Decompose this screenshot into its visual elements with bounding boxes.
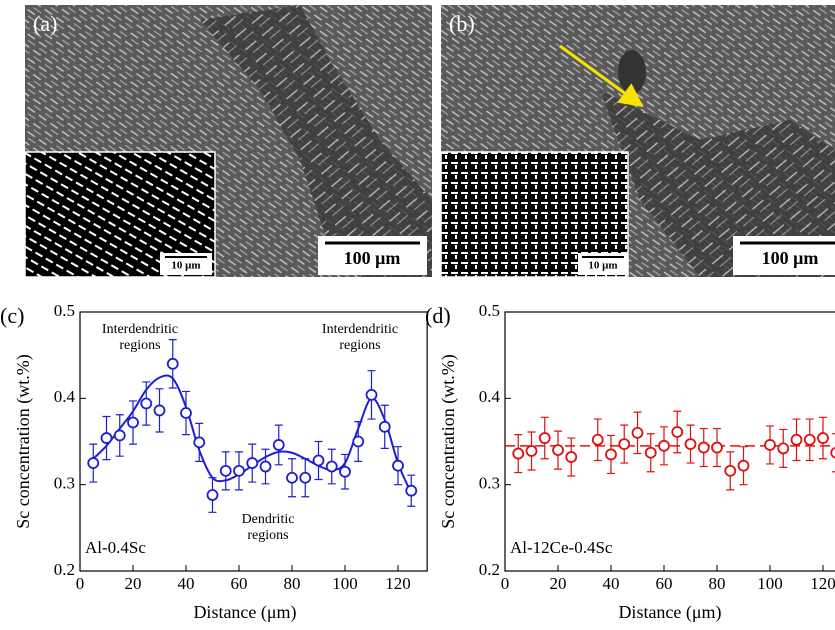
data-point (605, 448, 617, 461)
data-point (565, 451, 578, 463)
data-point (339, 465, 351, 478)
data-point (272, 439, 285, 451)
y-tick-label: 0.3 (479, 474, 500, 493)
data-point (591, 433, 604, 446)
scale-bar: 100 μm (762, 248, 819, 268)
data-point (658, 439, 670, 452)
x-tick-label: 40 (603, 574, 620, 593)
data-point (206, 489, 219, 501)
micrograph-b: 10 μm 100 μm (b) (440, 5, 835, 278)
x-tick-label: 120 (385, 574, 411, 593)
data-point (352, 435, 365, 448)
data-point (538, 432, 551, 444)
data-point (286, 471, 298, 484)
panel-label: (c) (0, 303, 24, 328)
annotation: Interdendritic (322, 322, 398, 337)
data-point (803, 433, 816, 446)
x-tick-label: 40 (178, 574, 195, 593)
data-point (512, 447, 525, 460)
data-point (764, 439, 776, 451)
panel-label: (a) (33, 11, 57, 36)
data-point (325, 460, 338, 473)
data-point (392, 459, 404, 472)
y-axis-label: Sc concentration (wt.%) (13, 354, 34, 528)
annotation: regions (339, 338, 380, 353)
x-tick-label: 80 (709, 574, 726, 593)
data-point (631, 426, 644, 439)
panel-label: (d) (425, 303, 451, 328)
data-point (671, 426, 684, 438)
y-tick-label: 0.2 (479, 560, 500, 579)
data-point (777, 442, 790, 455)
data-point (378, 420, 391, 433)
data-point (312, 454, 325, 467)
data-point (405, 484, 418, 497)
plot-frame (504, 311, 835, 572)
data-point (724, 464, 737, 477)
x-tick-label: 20 (550, 574, 567, 593)
annotation: regions (119, 338, 160, 353)
y-tick-label: 0.4 (479, 387, 501, 406)
y-tick-label: 0.2 (54, 560, 75, 579)
data-point (830, 446, 835, 459)
x-tick-label: 0 (501, 574, 510, 593)
y-tick-label: 0.5 (479, 301, 500, 320)
data-point (113, 429, 126, 442)
inset-scale-bar: 10 μm (588, 260, 617, 272)
plot-frame (79, 311, 428, 572)
data-point (817, 432, 829, 444)
data-point (233, 464, 245, 477)
sample-label: Al-0.4Sc (85, 538, 146, 557)
sample-label: Al-12Ce-0.4Sc (510, 538, 613, 557)
y-tick-label: 0.3 (54, 474, 75, 493)
micrograph-a: 10 μm 100 μm (a) (24, 5, 432, 278)
data-point (246, 457, 259, 469)
annotation: Dendritic (242, 512, 295, 527)
annotation: regions (247, 528, 288, 543)
data-point (365, 388, 378, 401)
data-point (790, 433, 803, 446)
data-point (644, 446, 657, 459)
data-point (166, 357, 179, 370)
data-point (100, 432, 113, 444)
data-point (193, 436, 206, 449)
annotation: Interdendritic (102, 322, 178, 337)
x-axis-label: Distance (μm) (618, 602, 721, 623)
data-point (684, 438, 697, 450)
scale-bar: 100 μm (344, 248, 401, 268)
data-point (127, 416, 139, 429)
data-point (259, 460, 272, 473)
data-point (552, 444, 564, 457)
x-tick-label: 120 (810, 574, 835, 593)
data-point (299, 471, 312, 484)
y-tick-label: 0.5 (54, 301, 75, 320)
data-point (87, 457, 100, 469)
x-axis-label: Distance (μm) (193, 602, 296, 623)
x-tick-label: 0 (76, 574, 85, 593)
error-bar (832, 433, 835, 473)
y-axis-label: Sc concentration (wt.%) (438, 354, 459, 528)
arrow (559, 44, 644, 108)
data-point (153, 404, 166, 417)
x-tick-label: 60 (231, 574, 248, 593)
inset-scale-bar: 10 μm (171, 260, 200, 272)
data-point (140, 397, 153, 410)
y-tick-label: 0.4 (54, 387, 76, 406)
x-tick-label: 80 (284, 574, 301, 593)
data-point (219, 464, 232, 477)
data-point (711, 441, 723, 454)
data-point (737, 459, 750, 472)
panel-label: (b) (449, 11, 475, 36)
x-tick-label: 20 (125, 574, 142, 593)
x-tick-label: 60 (656, 574, 673, 593)
data-point (618, 438, 631, 450)
data-point (525, 445, 538, 457)
data-point (180, 407, 192, 419)
data-point (697, 441, 710, 454)
x-tick-label: 100 (757, 574, 783, 593)
x-tick-label: 100 (332, 574, 358, 593)
